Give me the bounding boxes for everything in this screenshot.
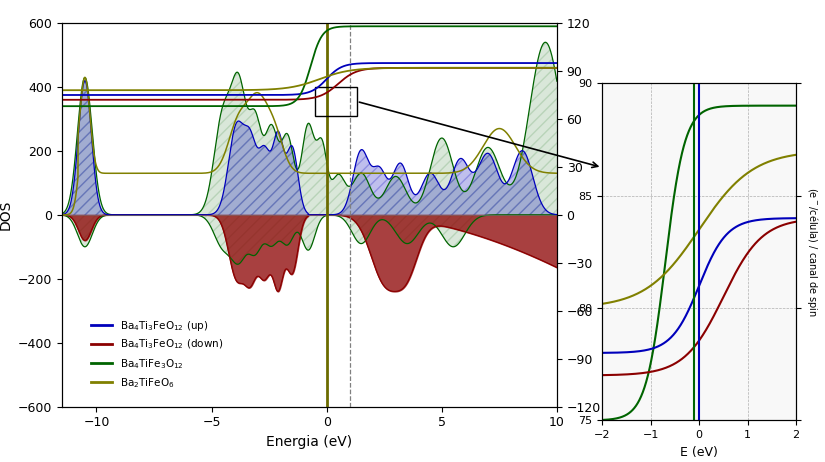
Y-axis label: (electrões / célula) / canal de spin: (electrões / célula) / canal de spin bbox=[607, 127, 618, 303]
X-axis label: E (eV): E (eV) bbox=[681, 446, 718, 459]
X-axis label: Energia (eV): Energia (eV) bbox=[266, 435, 352, 449]
Legend: Ba$_4$Ti$_3$FeO$_{12}$ (up), Ba$_4$Ti$_3$FeO$_{12}$ (down), Ba$_4$TiFe$_3$O$_{12: Ba$_4$Ti$_3$FeO$_{12}$ (up), Ba$_4$Ti$_3… bbox=[87, 315, 228, 394]
Bar bbox=[315, 87, 356, 116]
Y-axis label: DOS: DOS bbox=[0, 200, 12, 230]
Y-axis label: (e$^-$/célula) / canal de spin: (e$^-$/célula) / canal de spin bbox=[804, 187, 820, 317]
